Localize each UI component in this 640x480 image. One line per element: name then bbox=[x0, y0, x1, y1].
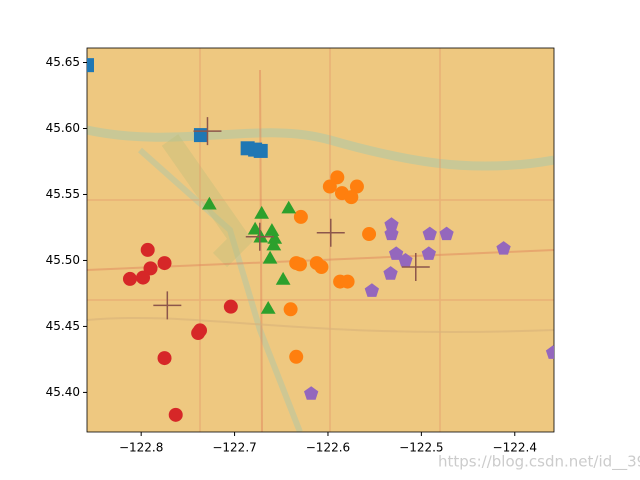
marker-pentagon bbox=[383, 266, 398, 280]
marker-plus bbox=[153, 291, 182, 320]
y-tick-label: 45.60 bbox=[46, 121, 80, 135]
marker-plus bbox=[193, 117, 222, 146]
marker-square bbox=[253, 143, 268, 158]
y-tick-label: 45.55 bbox=[46, 187, 80, 201]
y-tick-label: 45.65 bbox=[46, 55, 80, 69]
marker-pentagon bbox=[384, 217, 399, 231]
marker-circle bbox=[289, 349, 304, 364]
marker-circle bbox=[362, 227, 377, 242]
plot-frame bbox=[86, 47, 555, 433]
x-tick-label: −122.7 bbox=[212, 441, 256, 455]
marker-circle bbox=[140, 242, 155, 257]
marker-circle bbox=[340, 274, 355, 289]
marker-pentagon bbox=[364, 283, 379, 297]
marker-circle bbox=[344, 190, 359, 205]
marker-circle bbox=[136, 270, 151, 285]
marker-plus bbox=[316, 218, 345, 247]
marker-triangle bbox=[281, 200, 297, 214]
marker-square bbox=[193, 128, 208, 143]
marker-triangle bbox=[267, 231, 283, 244]
marker-pentagon bbox=[496, 241, 511, 255]
x-tick-label: −122.4 bbox=[493, 441, 537, 455]
marker-triangle bbox=[254, 205, 269, 219]
marker-circle bbox=[223, 299, 238, 314]
marker-triangle bbox=[262, 250, 278, 264]
marker-plus bbox=[401, 253, 430, 282]
marker-pentagon bbox=[304, 386, 319, 400]
marker-plus bbox=[245, 222, 274, 251]
marker-pentagon bbox=[545, 345, 554, 359]
marker-circle bbox=[283, 302, 298, 317]
marker-circle bbox=[293, 209, 308, 224]
series bbox=[304, 217, 554, 400]
marker-pentagon bbox=[422, 226, 437, 241]
marker-triangle bbox=[260, 301, 276, 314]
marker-circle bbox=[292, 257, 307, 272]
marker-circle bbox=[349, 179, 364, 194]
marker-circle bbox=[314, 260, 329, 275]
map-background bbox=[87, 48, 554, 432]
marker-pentagon bbox=[398, 253, 413, 267]
y-tick-label: 45.45 bbox=[46, 319, 80, 333]
marker-circle bbox=[168, 407, 183, 422]
x-tick-label: −122.6 bbox=[306, 441, 350, 455]
marker-triangle bbox=[202, 196, 217, 210]
marker-square bbox=[87, 58, 94, 73]
watermark: https://blog.csdn.net/id__39 bbox=[438, 453, 640, 472]
marker-pentagon bbox=[389, 246, 404, 260]
y-tick-label: 45.50 bbox=[46, 253, 80, 267]
marker-triangle bbox=[247, 221, 263, 235]
series bbox=[283, 170, 377, 364]
marker-pentagon bbox=[384, 226, 399, 241]
marker-triangle bbox=[275, 271, 291, 285]
marker-triangle bbox=[266, 237, 282, 251]
marker-circle bbox=[157, 256, 172, 271]
marker-circle bbox=[322, 179, 337, 194]
series bbox=[122, 242, 238, 422]
y-tick-label: 45.40 bbox=[46, 385, 80, 399]
marker-circle bbox=[122, 271, 137, 286]
series bbox=[153, 117, 430, 320]
x-tick-label: −122.8 bbox=[119, 441, 163, 455]
marker-circle bbox=[191, 326, 206, 341]
marker-pentagon bbox=[439, 226, 454, 241]
marker-circle bbox=[157, 351, 172, 366]
x-tick-label: −122.5 bbox=[399, 441, 443, 455]
marker-pentagon bbox=[421, 246, 436, 260]
